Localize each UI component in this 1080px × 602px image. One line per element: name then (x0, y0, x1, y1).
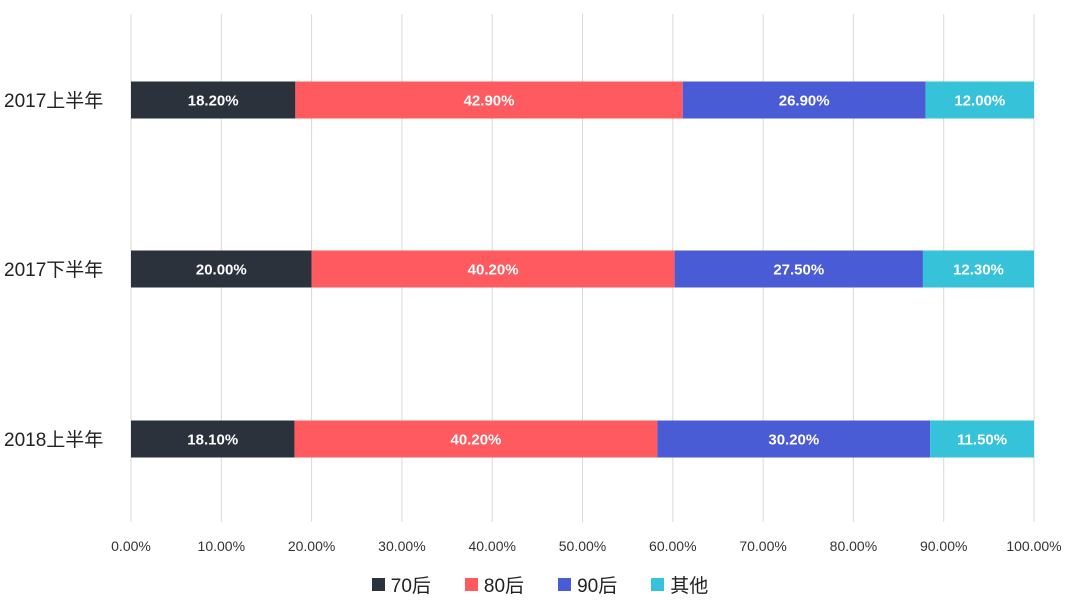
legend-swatch (651, 577, 665, 591)
data-label: 12.30% (953, 262, 1004, 279)
data-label: 18.20% (188, 93, 239, 110)
data-label: 40.20% (468, 262, 519, 279)
legend-item: 90后 (558, 571, 617, 598)
bar-segment (922, 250, 1034, 288)
data-label: 20.00% (196, 262, 247, 279)
bars: 18.20% 42.90% 26.90% 12.00% 20.00% 40.20% 27.5… (131, 81, 1034, 458)
bar-segment (674, 250, 923, 288)
legend-swatch (371, 577, 385, 591)
bar-segment (657, 420, 931, 458)
legend-label: 70后 (390, 575, 431, 597)
legend-swatch (558, 577, 572, 591)
data-label: 18.10% (187, 432, 238, 449)
legend-swatch (464, 577, 478, 591)
x-tick-label: 0.00% (111, 538, 151, 554)
data-label: 42.90% (464, 93, 515, 110)
data-label: 27.50% (773, 262, 824, 279)
bar-segment (295, 81, 683, 119)
x-tick-label: 40.00% (468, 538, 515, 554)
bar-segment (131, 250, 312, 288)
legend-item: 其他 (651, 571, 708, 598)
bar-segment (294, 420, 658, 458)
bar-segment (131, 81, 296, 119)
bar-segment (925, 81, 1034, 119)
x-tick-labels: 0.00% 10.00% 20.00% 30.00% 40.00% 50.00% 60.00… (111, 538, 1061, 554)
bar-segment (311, 250, 675, 288)
bar-segment (930, 420, 1034, 458)
x-tick-label: 90.00% (920, 538, 967, 554)
legend-label: 90后 (577, 575, 618, 597)
data-label: 40.20% (451, 432, 502, 449)
legend-label: 80后 (483, 575, 525, 597)
x-tick-label: 10.00% (198, 538, 245, 554)
data-label: 12.00% (954, 93, 1005, 110)
x-tick-label: 80.00% (830, 538, 877, 554)
category-labels: 2017上半年 2017下半年 2018上半年 (4, 90, 103, 451)
x-tick-label: 30.00% (378, 538, 425, 554)
legend: 70后 80后 90后 其他 (0, 570, 1080, 598)
x-tick-label: 20.00% (288, 538, 335, 554)
x-tick-label: 50.00% (559, 538, 606, 554)
category-label: 2017上半年 (4, 90, 103, 112)
category-label: 2017下半年 (4, 259, 103, 281)
data-label: 30.20% (768, 432, 819, 449)
bar-segment (131, 420, 295, 458)
x-tick-label: 100.00% (1006, 538, 1061, 554)
legend-item: 70后 (371, 571, 431, 598)
data-label: 26.90% (779, 93, 830, 110)
category-label: 2018上半年 (4, 429, 103, 451)
x-tick-label: 70.00% (739, 538, 786, 554)
bar-segment (682, 81, 926, 119)
x-tick-label: 60.00% (649, 538, 696, 554)
legend-label: 其他 (670, 575, 709, 597)
legend-item: 80后 (464, 571, 525, 598)
data-label: 11.50% (957, 432, 1007, 449)
